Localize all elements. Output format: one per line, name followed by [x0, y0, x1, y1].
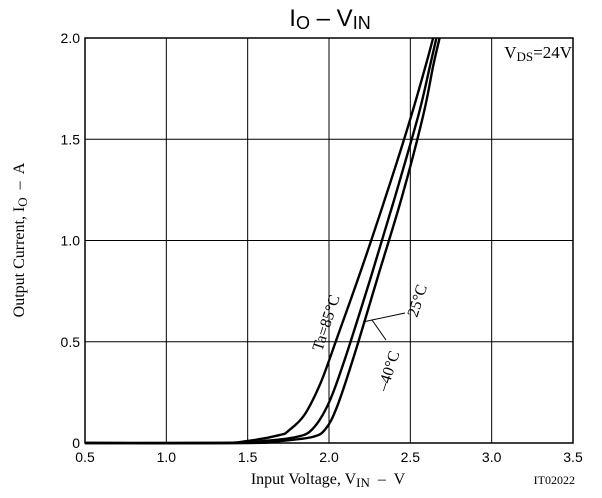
chart-title: IO – VIN	[289, 5, 370, 33]
y-tick-label: 1.5	[61, 131, 81, 147]
y-tick-label: 0.5	[61, 334, 81, 350]
y-axis-label: Output Current, IO – A	[11, 162, 30, 317]
annotation-leader-m40	[371, 319, 387, 341]
x-tick-label: 2.5	[401, 449, 421, 465]
plot-frame	[84, 37, 574, 444]
annotation-leader-25	[371, 312, 406, 321]
x-tick-label: 3.0	[482, 449, 502, 465]
x-axis-label: Input Voltage, VIN – V	[251, 471, 406, 490]
x-tick-label: 2.0	[319, 449, 339, 465]
y-tick-label: 1.0	[61, 233, 81, 249]
x-tick-label: 1.0	[157, 449, 177, 465]
x-tick-labels: 0.5 1.0 1.5 2.0 2.5 3.0 3.5	[75, 449, 583, 465]
x-tick-label: 0.5	[75, 449, 95, 465]
y-tick-label: 0	[72, 435, 80, 451]
series-label-m40: –40°C	[374, 349, 403, 394]
x-tick-label: 1.5	[238, 449, 258, 465]
condition-label: VDS=24V	[504, 43, 572, 64]
figure-code: IT02022	[534, 473, 575, 487]
curve-minus-40c	[84, 37, 441, 445]
series-label-85: Ta=85°C	[310, 293, 344, 353]
series-label-25: 25°C	[405, 283, 431, 320]
grid-lines	[85, 38, 573, 443]
annotation-leader-85	[362, 319, 373, 323]
x-tick-label: 3.5	[563, 449, 583, 465]
y-tick-label: 2.0	[61, 30, 81, 46]
y-tick-labels: 0 0.5 1.0 1.5 2.0	[61, 30, 81, 451]
